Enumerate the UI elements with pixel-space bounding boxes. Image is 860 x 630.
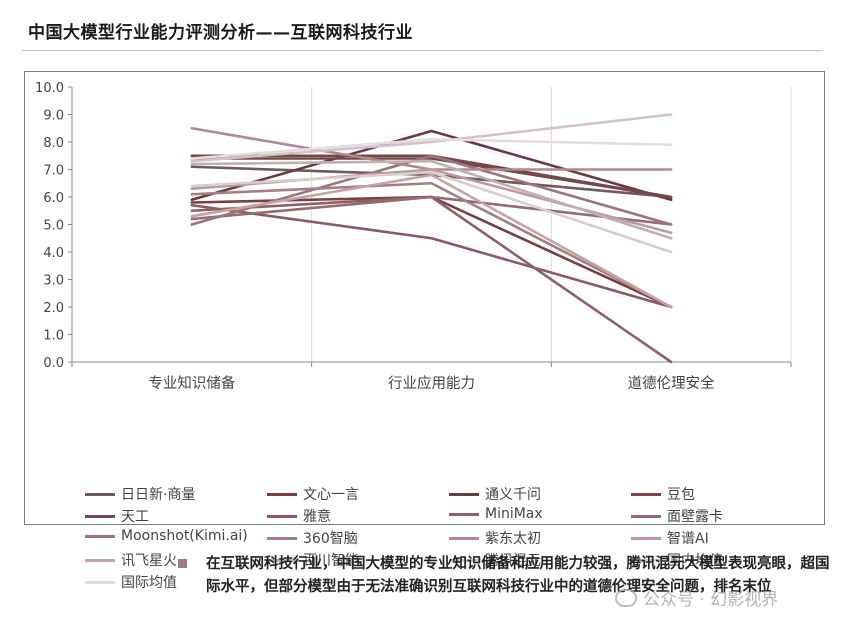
legend-swatch	[631, 536, 661, 540]
legend-label: 腾讯混元	[485, 553, 541, 569]
watermark: 公众号 · 幻影视界	[615, 585, 778, 610]
legend-label: 紫东太初	[485, 531, 541, 547]
legend-swatch	[85, 534, 115, 538]
watermark-text: 公众号 · 幻影视界	[643, 590, 779, 610]
legend-item: 日日新·商量	[85, 484, 195, 504]
legend-label: 雅意	[303, 509, 331, 525]
legend-swatch	[631, 492, 661, 496]
legend-item: 文心一言	[267, 484, 359, 504]
series-line	[190, 157, 673, 199]
y-tick-label: 9.0	[43, 109, 64, 124]
y-tick-label: 8.0	[43, 136, 64, 151]
series-line	[190, 137, 673, 160]
legend-swatch	[267, 492, 297, 496]
chart-frame: 0.0 1.0 2.0 3.0 4.0 5.0 6.0 7.0 8.0 9.0 10.0 专业知识储备…	[24, 71, 825, 591]
y-tick-label: 0.0	[43, 356, 64, 371]
legend-label: 文心一言	[303, 487, 359, 503]
legend-label: 通义千问	[485, 487, 541, 503]
legend-item: Moonshot(Kimi.ai)	[85, 528, 248, 544]
legend-item: 雅意	[267, 506, 331, 526]
title-divider	[22, 50, 822, 51]
legend-label: 国际均值	[121, 575, 177, 591]
legend-item: 面壁露卡	[631, 506, 723, 526]
legend-item: 腾讯混元	[449, 550, 541, 570]
legend-swatch	[267, 558, 297, 562]
legend-label: 面壁露卡	[667, 509, 723, 525]
legend-label: 讯飞星火	[121, 553, 177, 569]
legend-label: 国内均值	[667, 553, 723, 569]
x-category-label: 专业知识储备	[148, 375, 235, 392]
legend-item: 百川智能	[267, 550, 359, 570]
legend-item: 360智脑	[267, 528, 358, 548]
y-tick-label: 3.0	[43, 274, 64, 289]
legend-item: 智谱AI	[631, 528, 709, 548]
line-chart: 0.0 1.0 2.0 3.0 4.0 5.0 6.0 7.0 8.0 9.0 10.0 专业知识储备…	[35, 81, 792, 392]
legend-swatch	[85, 558, 115, 562]
series-line	[190, 170, 673, 254]
x-category-label: 道德伦理安全	[628, 374, 715, 392]
legend-swatch	[267, 514, 297, 518]
legend-swatch	[449, 512, 479, 516]
legend-swatch	[267, 536, 297, 540]
legend-item: 国内均值	[631, 550, 723, 570]
legend-label: 百川智能	[303, 553, 359, 569]
legend-label: 智谱AI	[667, 531, 709, 547]
series-line	[190, 129, 673, 202]
legend-item: 讯飞星火	[85, 550, 177, 570]
legend-swatch	[449, 492, 479, 496]
legend-item: 天工	[85, 506, 149, 526]
y-tick-label: 1.0	[43, 329, 64, 344]
legend-item: MiniMax	[449, 506, 543, 522]
legend-swatch	[85, 580, 115, 584]
legend-label: 豆包	[667, 487, 695, 503]
series-line	[190, 113, 673, 163]
page-title: 中国大模型行业能力评测分析——互联网科技行业	[28, 23, 413, 43]
y-tick-label: 5.0	[43, 219, 64, 234]
y-tick-label: 7.0	[43, 164, 64, 179]
note-bullet	[178, 559, 187, 568]
y-tick-label: 4.0	[43, 246, 64, 261]
wechat-icon	[615, 588, 637, 607]
legend-item: 国际均值	[85, 572, 177, 592]
y-tick-label: 2.0	[43, 301, 64, 316]
legend-item: 通义千问	[449, 484, 541, 504]
legend-label: 日日新·商量	[121, 487, 196, 503]
legend-swatch	[449, 536, 479, 540]
legend-item: 豆包	[631, 484, 695, 504]
legend-label: 360智脑	[303, 531, 358, 547]
y-tick-label: 6.0	[43, 191, 64, 206]
series-line	[190, 195, 673, 226]
legend-swatch	[631, 514, 661, 518]
legend-label: Moonshot(Kimi.ai)	[121, 528, 248, 544]
legend-label: MiniMax	[485, 506, 543, 522]
series-line	[190, 203, 673, 309]
legend-label: 天工	[121, 509, 149, 525]
series-line	[190, 159, 673, 240]
x-category-label: 行业应用能力	[388, 374, 475, 392]
series-line	[190, 195, 673, 364]
series-line	[190, 181, 673, 309]
legend-swatch	[85, 492, 115, 496]
legend-swatch	[631, 558, 661, 562]
series-line	[190, 173, 673, 309]
legend-swatch	[85, 514, 115, 518]
legend-item: 紫东太初	[449, 528, 541, 548]
legend-swatch	[449, 558, 479, 562]
y-tick-label: 10.0	[35, 81, 64, 96]
